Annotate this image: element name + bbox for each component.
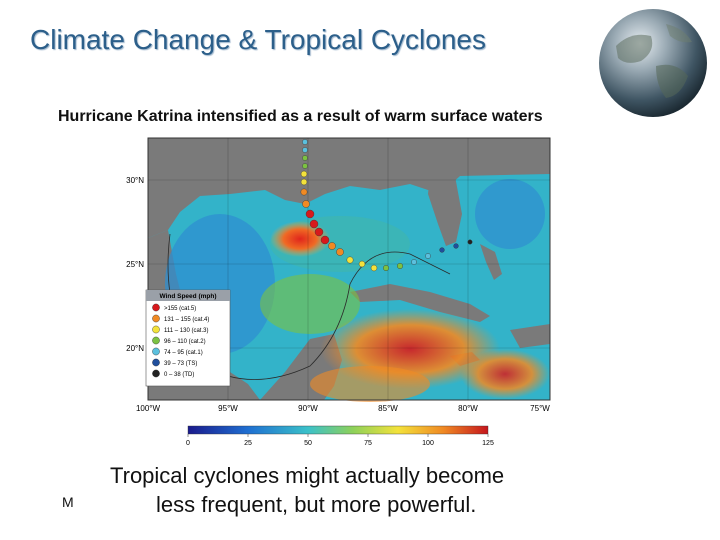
legend-entry-label: 111 – 130 (cat.3) xyxy=(164,328,208,334)
sst-map-figure: 30°N 25°N 20°N 100°W 95°W 90°W 85°W 80°W… xyxy=(126,137,551,447)
legend-title: Wind Speed (mph) xyxy=(160,293,217,300)
slide-title: Climate Change & Tropical Cyclones xyxy=(30,24,486,55)
lon-label-85: 85°W xyxy=(378,404,398,413)
lon-label-80: 80°W xyxy=(458,404,478,413)
lon-label-95: 95°W xyxy=(218,404,238,413)
katrina-track xyxy=(300,139,473,272)
lon-label-100: 100°W xyxy=(136,404,161,413)
lat-label-20: 20°N xyxy=(126,344,144,353)
sst-colorbar: 0 25 50 75 100 125 xyxy=(186,425,494,447)
lat-label-30: 30°N xyxy=(126,176,144,185)
lon-label-90: 90°W xyxy=(298,404,318,413)
legend-swatch xyxy=(152,314,160,323)
globe-icon xyxy=(599,9,707,117)
wind-speed-legend: Wind Speed (mph) >155 (cat.5) 131 – 155 (… xyxy=(145,289,231,387)
legend-entry-label: 0 – 38 (TD) xyxy=(164,372,194,378)
legend-entry-label: 74 – 95 (cat.1) xyxy=(164,350,203,356)
legend-swatch xyxy=(152,325,160,334)
legend-entry-label: 131 – 155 (cat.4) xyxy=(164,317,209,323)
colorbar-tick-label: 50 xyxy=(304,440,312,447)
colorbar-tick-label: 25 xyxy=(244,440,252,447)
colorbar-tick-label: 75 xyxy=(364,440,372,447)
legend-swatch xyxy=(152,347,160,356)
sst-map: 30°N 25°N 20°N 100°W 95°W 90°W 85°W 80°W… xyxy=(110,134,554,452)
legend-swatch xyxy=(152,369,160,378)
legend-entry-label: >155 (cat.5) xyxy=(164,306,196,312)
slide-subtitle: Hurricane Katrina intensified as a resul… xyxy=(58,108,543,125)
legend-swatch xyxy=(152,303,160,312)
colorbar-tick-label: 0 xyxy=(186,440,190,447)
legend-swatch xyxy=(152,358,160,367)
caption-line-1: Tropical cyclones might actually become xyxy=(110,463,505,488)
footer-mark: M xyxy=(62,494,74,510)
colorbar-tick-label: 125 xyxy=(482,440,494,447)
legend-entry-label: 96 – 110 (cat.2) xyxy=(164,339,206,345)
legend-swatch xyxy=(152,336,160,345)
legend-entry-label: 39 – 73 (TS) xyxy=(164,361,197,367)
colorbar-tick-label: 100 xyxy=(422,440,434,447)
caption-line-2: less frequent, but more powerful. xyxy=(156,492,477,517)
lat-label-25: 25°N xyxy=(126,260,144,269)
lon-label-75: 75°W xyxy=(530,404,550,413)
